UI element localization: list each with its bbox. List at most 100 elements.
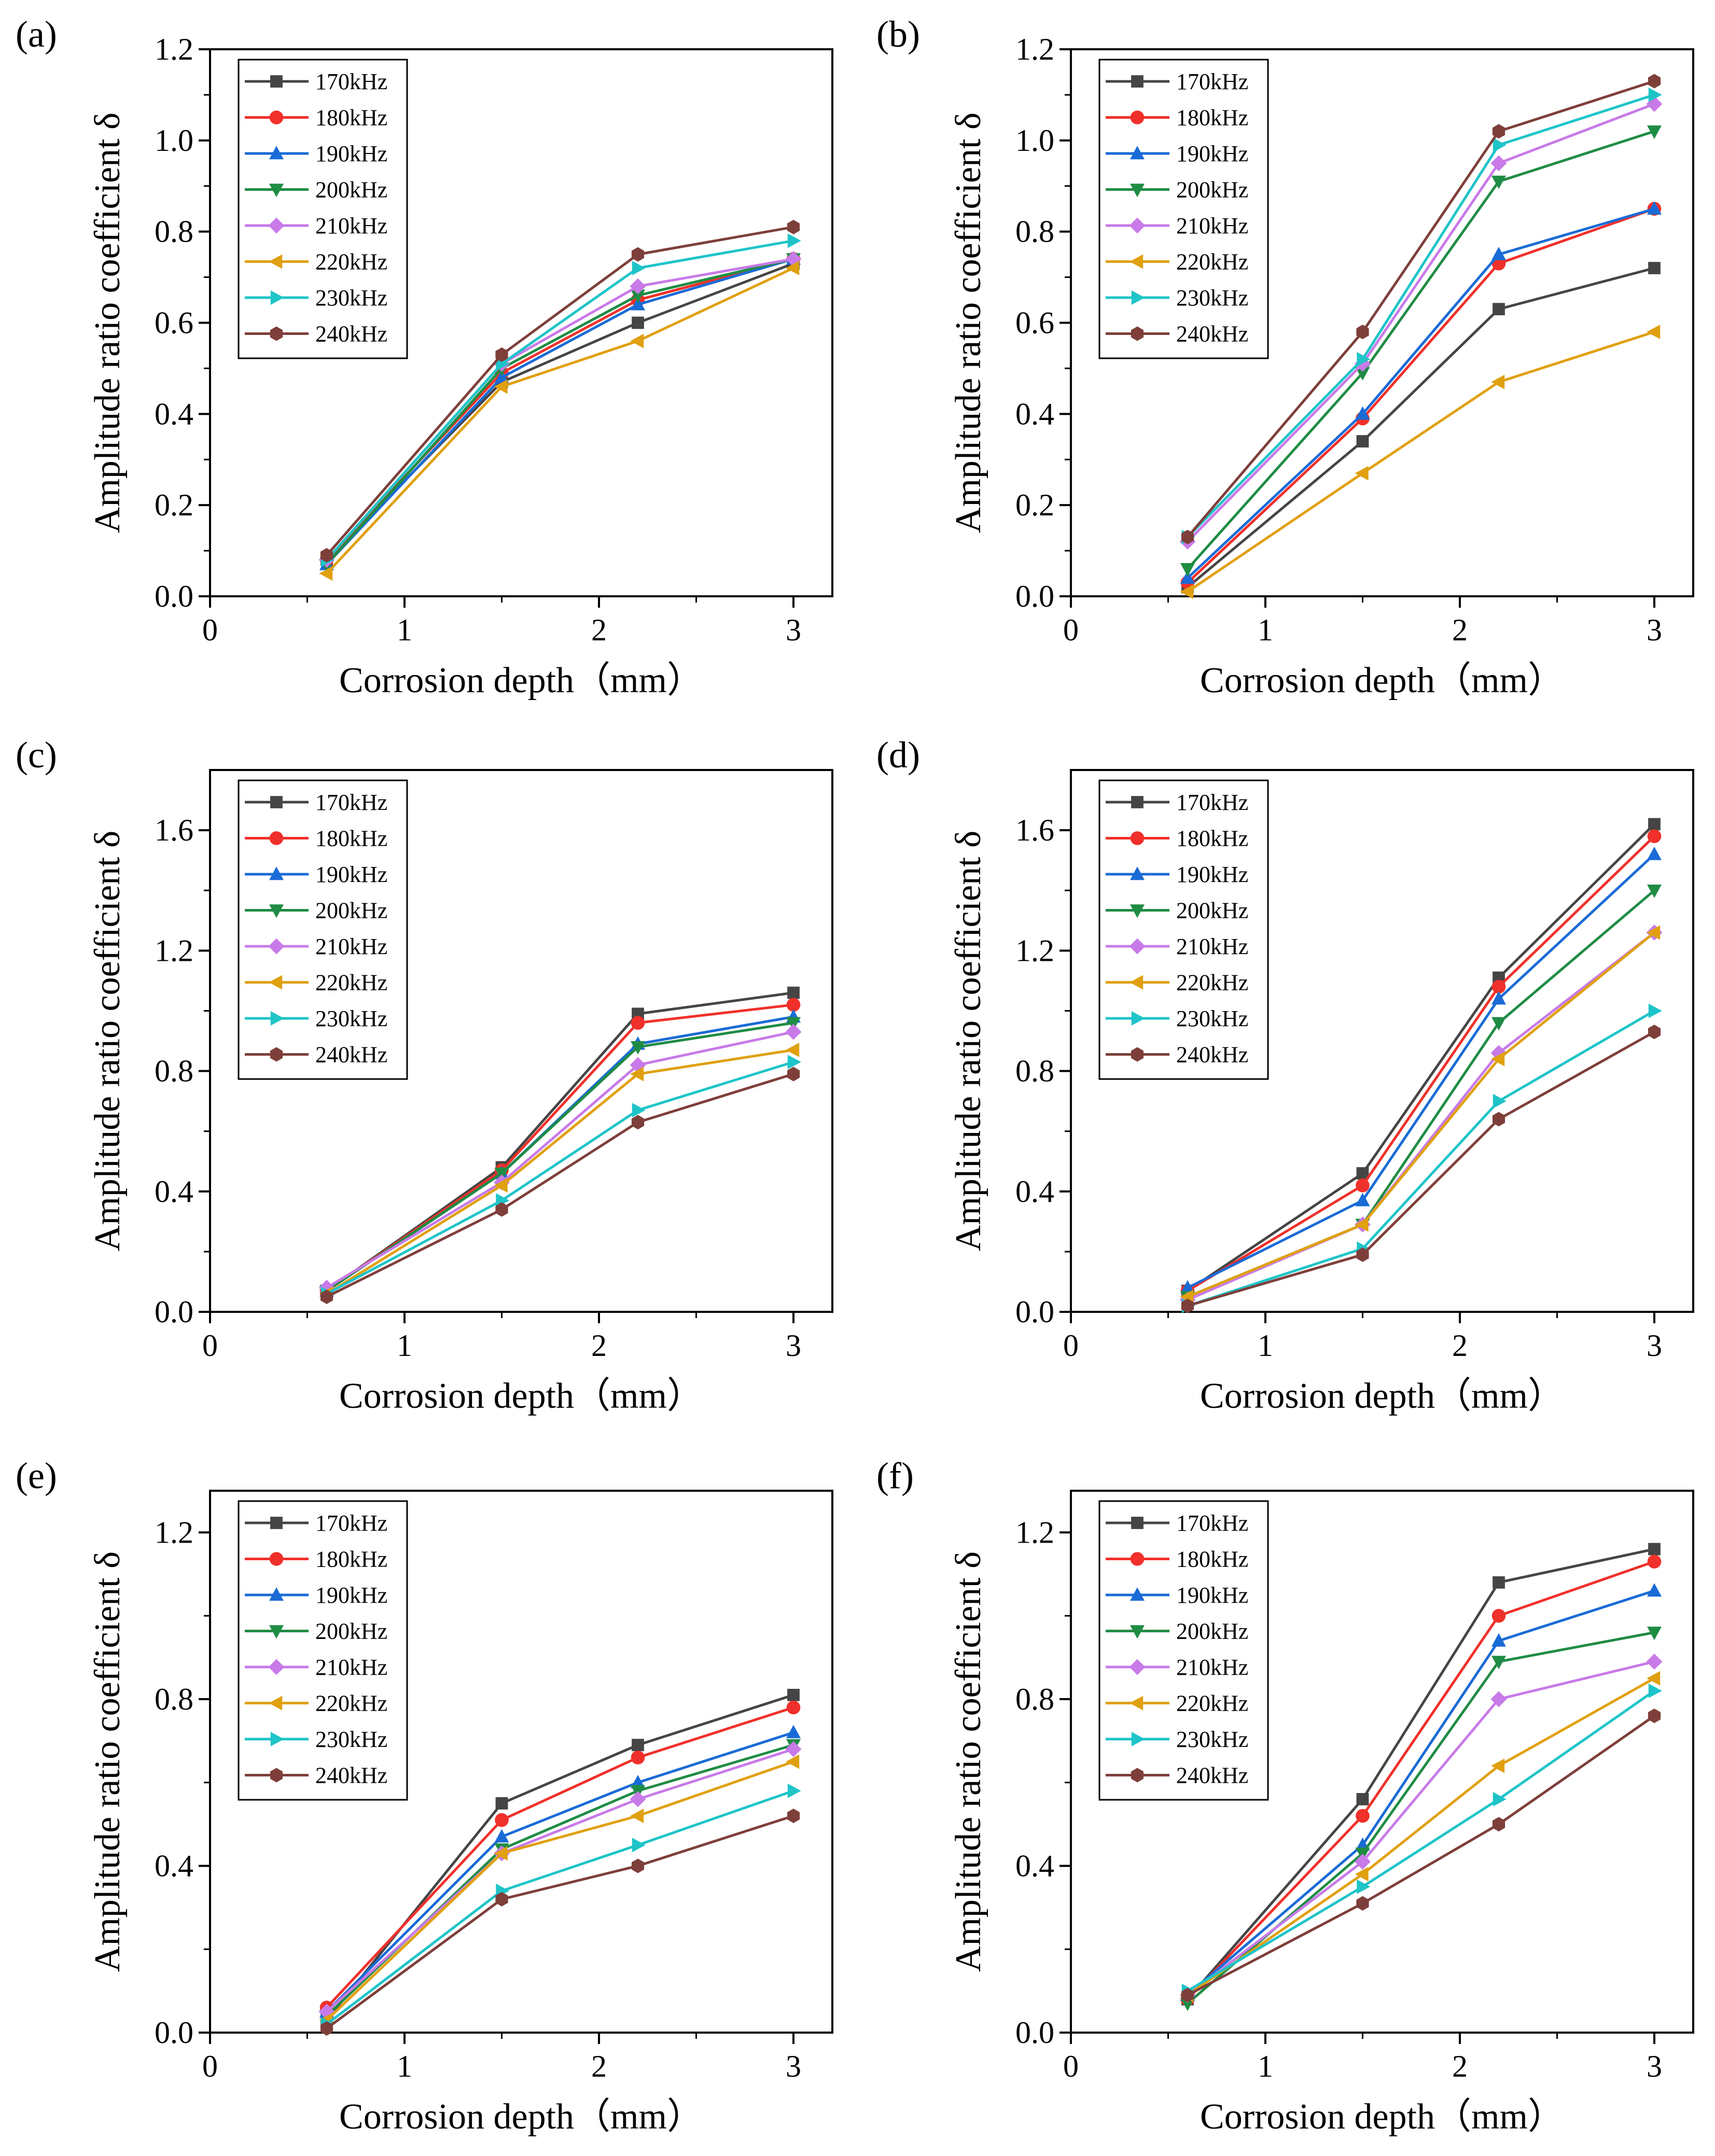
legend-marker (1131, 75, 1144, 88)
series-line (1187, 1560, 1655, 2000)
data-point (631, 1041, 645, 1055)
x-tick-label: 2 (1452, 613, 1468, 647)
legend-label: 190kHz (1176, 1583, 1248, 1608)
legend-marker (1129, 1659, 1146, 1675)
series-230kHz (320, 1783, 801, 2032)
data-point (1493, 137, 1507, 152)
legend-label: 200kHz (1176, 177, 1248, 203)
series-180kHz (319, 1700, 801, 2015)
data-point (1491, 1608, 1506, 1623)
y-axis-title: Amplitude ratio coefficient δ (88, 1551, 128, 1972)
y-tick-label: 0.8 (155, 1054, 193, 1088)
data-point (1648, 262, 1661, 274)
x-axis-title: Corrosion depth（mm） (1200, 2097, 1564, 2137)
y-tick-label: 1.6 (1015, 813, 1054, 847)
legend: 170kHz 180kHz 190kHz 200kHz 210kHz 220kHz 230k… (1098, 59, 1269, 359)
series-line (1187, 1689, 1655, 1992)
legend-label: 210kHz (315, 1655, 387, 1680)
series-line (326, 267, 794, 575)
data-point (631, 247, 645, 262)
data-point (1181, 529, 1194, 544)
x-tick-label: 3 (1647, 1328, 1662, 1363)
legend-marker (1130, 254, 1144, 269)
legend-label: 230kHz (315, 285, 387, 311)
legend-label: 190kHz (1176, 141, 1248, 166)
y-tick-label: 0.0 (155, 2015, 193, 2050)
series-line (1187, 823, 1655, 1292)
x-tick-label: 1 (1258, 1328, 1273, 1363)
data-point (1491, 374, 1505, 389)
y-tick-label: 1.2 (1015, 933, 1054, 968)
y-tick-label: 0.0 (1015, 2015, 1054, 2050)
plot-frame (1070, 1490, 1694, 2034)
data-point (495, 1813, 509, 1827)
x-tick-label: 0 (1063, 613, 1079, 647)
legend: 170kHz 180kHz 190kHz 200kHz 210kHz 220kHz 230k… (238, 779, 408, 1080)
data-point (1493, 1576, 1505, 1589)
legend-marker (270, 1011, 284, 1026)
data-point (786, 1042, 800, 1057)
data-point (1355, 406, 1370, 420)
data-point (1648, 1709, 1661, 1724)
x-tick-label: 3 (786, 613, 801, 647)
series-line (1187, 835, 1655, 1292)
panel-label: (f) (876, 1455, 914, 1496)
series-220kHz (319, 261, 800, 581)
legend-label: 240kHz (1176, 1042, 1248, 1068)
series-line (1187, 931, 1655, 1301)
data-point (320, 548, 333, 563)
data-point (1491, 1017, 1506, 1031)
data-point (1355, 1854, 1371, 1870)
legend-marker (1131, 796, 1144, 808)
series-line (326, 1748, 794, 2013)
legend: 170kHz 180kHz 190kHz 200kHz 210kHz 220kHz 230k… (238, 59, 408, 359)
series-line (326, 1072, 794, 1298)
panel-d: (d) 0.0 0.4 0.8 1.2 1.6 0 1 2 3 Corrosion depth（mm… (876, 734, 1694, 1416)
data-point (630, 333, 644, 348)
data-point (495, 1797, 508, 1810)
series-line (1187, 80, 1655, 538)
data-point (1356, 1809, 1370, 1823)
legend-label: 210kHz (1176, 1655, 1248, 1680)
data-point (1491, 1052, 1505, 1067)
data-point (1180, 1280, 1195, 1294)
data-point (1490, 155, 1507, 172)
data-point (1648, 1025, 1661, 1040)
series-line (326, 1021, 794, 1292)
data-point (1181, 1987, 1194, 2003)
x-tick-label: 1 (397, 2049, 412, 2083)
data-point (1491, 991, 1506, 1005)
panel-f: (f) 0.0 0.4 0.8 1.2 0 1 2 3 Corrosion depth（mm） Am… (876, 1455, 1694, 2137)
plot-frame (209, 769, 833, 1313)
y-tick-label: 0.6 (1015, 306, 1054, 340)
legend-label: 190kHz (315, 862, 387, 887)
data-point (1490, 1045, 1507, 1061)
x-tick-label: 3 (1647, 2049, 1662, 2083)
series-line (1187, 1677, 1655, 1996)
legend-label: 170kHz (315, 790, 387, 815)
data-point (1180, 570, 1195, 584)
series-210kHz (318, 1741, 802, 2020)
legend-label: 220kHz (315, 1691, 387, 1716)
data-point (1648, 87, 1662, 102)
x-tick-label: 1 (1258, 613, 1273, 647)
data-point (631, 1016, 645, 1030)
data-point (495, 1892, 508, 1907)
legend-frame (1098, 59, 1269, 359)
x-tick-label: 2 (591, 1328, 607, 1363)
series-240kHz (1181, 74, 1661, 544)
series-line (326, 226, 794, 556)
series-line (1187, 1589, 1655, 1996)
data-point (1492, 1112, 1505, 1127)
data-point (494, 1167, 509, 1181)
y-tick-label: 1.6 (155, 813, 193, 847)
series-line (326, 1693, 794, 2021)
data-point (787, 1783, 801, 1798)
data-point (630, 1791, 646, 1808)
legend-label: 240kHz (1176, 321, 1248, 347)
panel-label: (c) (16, 734, 57, 776)
data-point (494, 1829, 509, 1843)
legend-label: 230kHz (315, 1727, 387, 1752)
data-point (786, 1725, 801, 1739)
